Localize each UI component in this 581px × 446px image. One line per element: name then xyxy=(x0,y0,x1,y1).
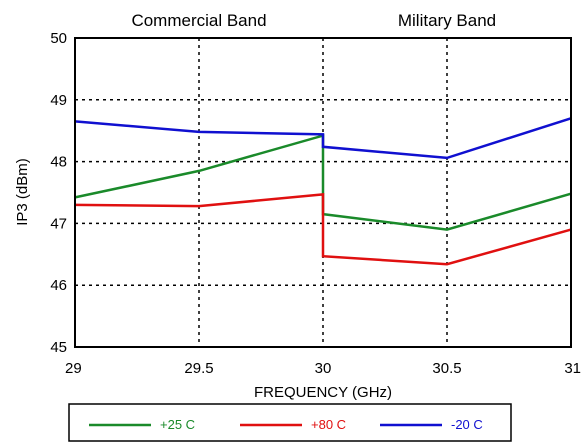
band-label-1: Military Band xyxy=(398,11,496,30)
plot-frame xyxy=(74,37,572,348)
x-tick-label: 29 xyxy=(65,360,82,377)
x-axis-title: FREQUENCY (GHz) xyxy=(254,384,392,401)
legend-box xyxy=(68,403,512,442)
legend-label-2: -20 C xyxy=(451,417,483,432)
series-lines xyxy=(74,117,572,266)
y-tick-label: 47 xyxy=(50,215,67,232)
x-tick-labels: 29 29.5 30 30.5 31 xyxy=(65,360,581,377)
series-line-2 xyxy=(74,117,572,160)
band-labels: Commercial Band Military Band xyxy=(131,11,496,30)
band-label-0: Commercial Band xyxy=(131,11,266,30)
x-tick-label: 31 xyxy=(564,360,581,377)
series-line-1 xyxy=(74,193,572,266)
y-tick-label: 45 xyxy=(50,339,67,356)
x-tick-label: 30 xyxy=(315,360,332,377)
y-axis-title: IP3 (dBm) xyxy=(14,158,31,226)
legend-label-0: +25 C xyxy=(160,417,195,432)
series-line-0 xyxy=(74,133,572,231)
legend-label-1: +80 C xyxy=(311,417,346,432)
y-tick-label: 49 xyxy=(50,92,67,109)
y-tick-label: 46 xyxy=(50,277,67,294)
y-tick-label: 50 xyxy=(50,30,67,47)
legend: +25 C +80 C -20 C xyxy=(89,417,483,432)
y-tick-labels: 45 46 47 48 49 50 xyxy=(50,30,67,356)
x-tick-label: 30.5 xyxy=(432,360,461,377)
x-tick-label: 29.5 xyxy=(184,360,213,377)
y-tick-label: 48 xyxy=(50,154,67,171)
